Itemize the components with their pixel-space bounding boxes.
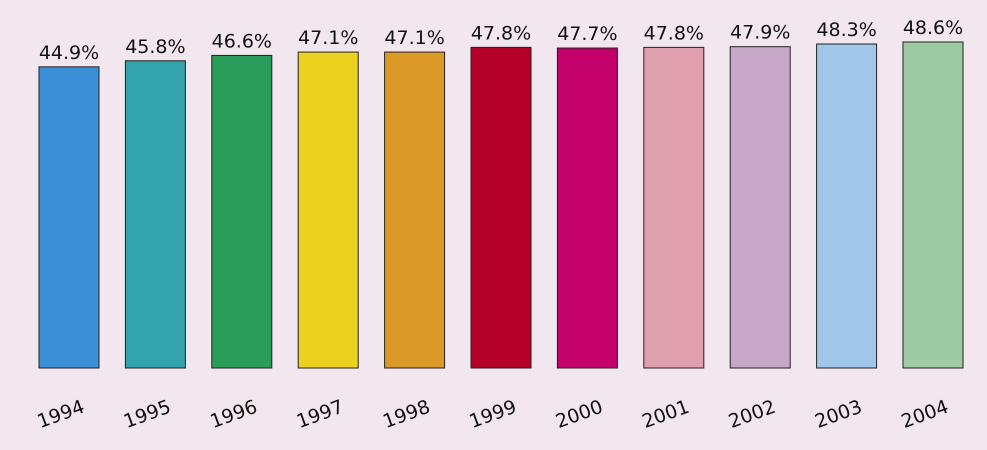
data-label: 44.9% — [39, 42, 99, 64]
x-tick-label: 1995 — [121, 396, 174, 433]
bar — [384, 51, 446, 369]
data-label: 46.6% — [212, 30, 272, 52]
x-tick-label: 1994 — [34, 396, 87, 433]
bar — [470, 46, 532, 369]
bar — [211, 54, 273, 369]
bar — [38, 66, 100, 369]
data-label: 47.8% — [644, 22, 704, 44]
data-label: 48.6% — [903, 17, 963, 39]
bar — [124, 60, 186, 369]
x-tick-label: 2001 — [639, 396, 692, 433]
bar — [816, 43, 878, 369]
data-label: 45.8% — [125, 36, 185, 58]
x-tick-label: 1997 — [294, 396, 347, 433]
bar — [729, 46, 791, 369]
bar — [902, 41, 964, 369]
data-label: 47.7% — [557, 23, 617, 45]
x-tick-label: 2000 — [553, 396, 606, 433]
bar — [556, 47, 618, 369]
data-label: 47.1% — [384, 27, 444, 49]
x-tick-label: 2002 — [726, 396, 779, 433]
bar — [643, 46, 705, 369]
data-label: 47.9% — [730, 22, 790, 44]
x-tick-label: 1996 — [207, 396, 260, 433]
x-tick-label: 2003 — [812, 396, 865, 433]
data-label: 48.3% — [816, 19, 876, 41]
x-tick-label: 2004 — [898, 396, 951, 433]
data-label: 47.1% — [298, 27, 358, 49]
data-label: 47.8% — [471, 22, 531, 44]
x-tick-label: 1999 — [466, 396, 519, 433]
bar — [297, 51, 359, 369]
x-tick-label: 1998 — [380, 396, 433, 433]
